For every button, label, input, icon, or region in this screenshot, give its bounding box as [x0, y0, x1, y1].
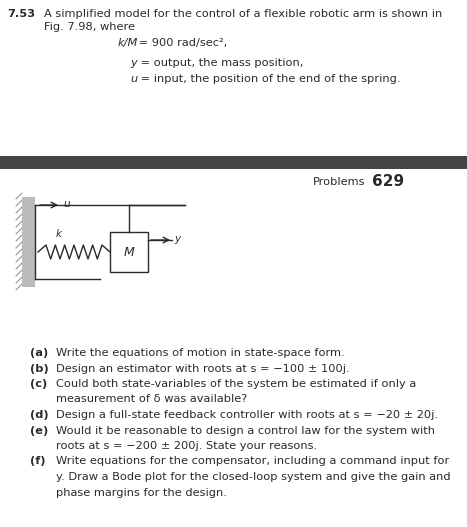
Text: Problems: Problems [313, 177, 366, 187]
Text: (e): (e) [30, 425, 48, 435]
Text: Could both state-variables of the system be estimated if only a: Could both state-variables of the system… [56, 379, 416, 389]
Text: Write the equations of motion in state-space form.: Write the equations of motion in state-s… [56, 348, 345, 358]
Text: y: y [130, 58, 137, 68]
Text: y: y [174, 234, 180, 244]
Text: (d): (d) [30, 410, 49, 420]
Text: measurement of ẟ was available?: measurement of ẟ was available? [56, 395, 247, 405]
Text: phase margins for the design.: phase margins for the design. [56, 487, 227, 497]
Bar [110, 232, 148, 272]
Text: Design a full-state feedback controller with roots at s = −20 ± 20j.: Design a full-state feedback controller … [56, 410, 438, 420]
Bar [0, 156, 467, 169]
Text: y. Draw a Bode plot for the closed-loop system and give the gain and: y. Draw a Bode plot for the closed-loop … [56, 472, 451, 482]
Text: roots at s = −200 ± 200j. State your reasons.: roots at s = −200 ± 200j. State your rea… [56, 441, 317, 451]
Text: 629: 629 [372, 174, 404, 189]
Text: k: k [56, 229, 62, 239]
Text: M: M [124, 246, 134, 259]
Text: = output, the mass position,: = output, the mass position, [137, 58, 304, 68]
Text: 7.53: 7.53 [7, 9, 35, 19]
Text: (f): (f) [30, 456, 45, 466]
Text: Write equations for the compensator, including a command input for: Write equations for the compensator, inc… [56, 456, 449, 466]
Text: Design an estimator with roots at s = −100 ± 100j.: Design an estimator with roots at s = −1… [56, 364, 350, 374]
Text: u: u [63, 199, 70, 209]
Text: = input, the position of the end of the spring.: = input, the position of the end of the … [137, 74, 401, 84]
Text: Would it be reasonable to design a control law for the system with: Would it be reasonable to design a contr… [56, 425, 435, 435]
Bar [22, 197, 35, 287]
Text: (a): (a) [30, 348, 48, 358]
Text: A simplified model for the control of a flexible robotic arm is shown in: A simplified model for the control of a … [44, 9, 442, 19]
Text: k/M: k/M [118, 38, 138, 48]
Text: (b): (b) [30, 364, 49, 374]
Text: = 900 rad/sec²,: = 900 rad/sec², [135, 38, 227, 48]
Text: u: u [130, 74, 137, 84]
Text: Fig. 7.98, where: Fig. 7.98, where [44, 22, 135, 32]
Text: (c): (c) [30, 379, 47, 389]
